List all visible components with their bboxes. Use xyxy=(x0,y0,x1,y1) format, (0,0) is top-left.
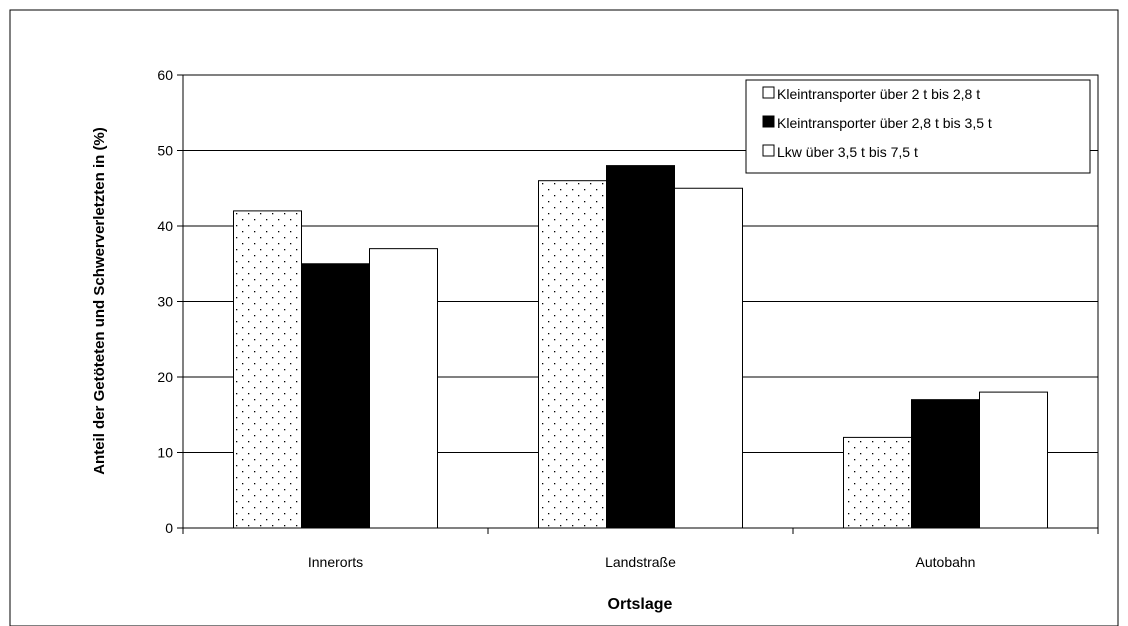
legend-box xyxy=(745,79,1091,174)
y-tick-label: 0 xyxy=(165,520,173,536)
bar xyxy=(369,248,438,529)
x-axis-label: Ortslage xyxy=(608,596,673,613)
y-tick-label: 20 xyxy=(157,369,173,385)
x-axis-ticks: Innerorts Landstraße Autobahn xyxy=(182,528,1099,570)
y-tick-label: 30 xyxy=(157,294,173,310)
x-tick-label: Landstraße xyxy=(605,554,676,570)
y-axis-label: Anteil der Getöteten und Schwerverletzte… xyxy=(91,127,108,475)
bars xyxy=(233,165,1048,529)
bar xyxy=(979,391,1048,529)
x-tick-label: Innerorts xyxy=(308,554,363,570)
legend-swatch xyxy=(762,115,775,128)
bar xyxy=(233,210,302,529)
y-axis-ticks: 0 10 20 30 40 50 60 xyxy=(157,67,183,536)
legend-swatch xyxy=(762,144,775,157)
y-tick-label: 50 xyxy=(157,143,173,159)
bar xyxy=(674,187,743,529)
bar xyxy=(301,263,370,529)
bar xyxy=(911,399,980,529)
bar xyxy=(538,180,607,529)
legend: Kleintransporter über 2 t bis 2,8 t Klein… xyxy=(745,79,1091,174)
bar xyxy=(606,165,675,529)
legend-label: Kleintransporter über 2,8 t bis 3,5 t xyxy=(777,115,992,131)
legend-label: Lkw über 3,5 t bis 7,5 t xyxy=(777,144,918,160)
legend-items: Kleintransporter über 2 t bis 2,8 t Klein… xyxy=(762,86,992,160)
y-tick-label: 10 xyxy=(157,445,173,461)
legend-label: Kleintransporter über 2 t bis 2,8 t xyxy=(777,86,980,102)
bar xyxy=(843,436,912,529)
y-tick-label: 60 xyxy=(157,67,173,83)
y-tick-label: 40 xyxy=(157,218,173,234)
x-tick-label: Autobahn xyxy=(916,554,976,570)
legend-swatch xyxy=(762,86,775,99)
